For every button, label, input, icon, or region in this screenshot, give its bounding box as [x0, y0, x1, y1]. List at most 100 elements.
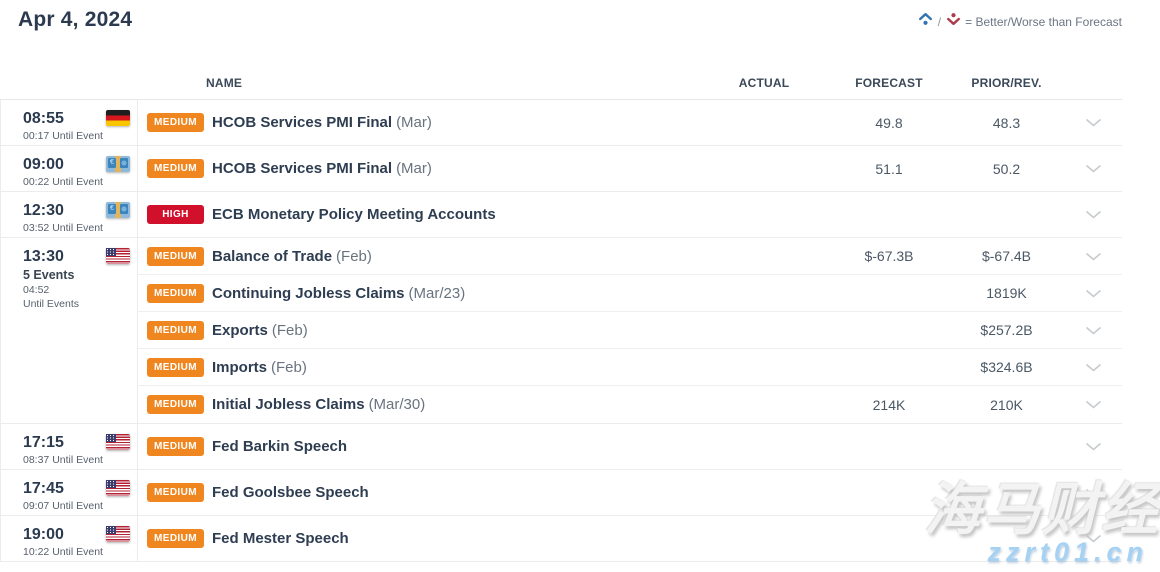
event-time: 17:45 [23, 480, 64, 497]
event-row-ecb-meeting-accounts[interactable]: HIGH ECB Monetary Policy Meeting Account… [138, 192, 1122, 237]
event-group-1745: 17:45 09:07 Until Event MEDIUM Fed Gools… [1, 470, 1122, 516]
expand-chevron-icon[interactable] [1064, 363, 1122, 372]
events-column: MEDIUM Fed Goolsbee Speech [138, 470, 1122, 515]
importance-badge: MEDIUM [147, 246, 204, 266]
event-time: 09:00 [23, 156, 64, 173]
events-column: MEDIUM Fed Mester Speech [138, 516, 1122, 561]
importance-badge: MEDIUM [147, 483, 204, 502]
event-group-0900: 09:00 00:22 Until Event MEDIUM HCOB Serv… [1, 146, 1122, 192]
event-row-hcob-services-pmi-ea[interactable]: MEDIUM HCOB Services PMI Final (Mar) 51.1… [138, 146, 1122, 191]
table-body: 08:55 00:17 Until Event MEDIUM HCOB Serv… [0, 100, 1122, 562]
event-period: (Mar/23) [408, 284, 466, 302]
column-header-name: NAME [206, 76, 243, 90]
forecast-value: 214K [872, 396, 906, 413]
event-time: 08:55 [23, 110, 64, 127]
event-group-1330: 13:30 5 Events 04:52 Until Events MEDIUM… [1, 238, 1122, 424]
legend-separator: / [937, 14, 942, 29]
event-row-fed-barkin-speech[interactable]: MEDIUM Fed Barkin Speech [138, 424, 1122, 469]
event-period: (Feb) [271, 321, 308, 339]
events-column: MEDIUM Balance of Trade (Feb) $-67.3B $-6… [138, 238, 1122, 423]
importance-badge: MEDIUM [147, 159, 204, 178]
expand-chevron-icon[interactable] [1064, 252, 1122, 261]
until-event-label: 08:37 Until Event [23, 454, 103, 466]
expand-chevron-icon[interactable] [1064, 289, 1122, 298]
event-group-1715: 17:15 08:37 Until Event MEDIUM Fed Barki… [1, 424, 1122, 470]
event-name: Imports (Feb) [212, 358, 307, 376]
time-cell: 17:15 08:37 Until Event [1, 424, 138, 469]
united-states-flag-icon [106, 248, 130, 264]
events-column: MEDIUM HCOB Services PMI Final (Mar) 51.1… [138, 146, 1122, 191]
event-row-imports[interactable]: MEDIUM Imports (Feb) $324.6B [138, 349, 1122, 386]
event-row-exports[interactable]: MEDIUM Exports (Feb) $257.2B [138, 312, 1122, 349]
event-name: HCOB Services PMI Final (Mar) [212, 160, 432, 177]
importance-badge: HIGH [147, 205, 204, 224]
expand-chevron-icon[interactable] [1064, 118, 1122, 127]
importance-badge: MEDIUM [147, 395, 204, 414]
event-time: 12:30 [23, 202, 64, 219]
importance-badge: MEDIUM [147, 357, 204, 377]
until-event-label: 09:07 Until Event [23, 500, 103, 512]
event-name: Fed Barkin Speech [212, 438, 348, 455]
event-name: ECB Monetary Policy Meeting Accounts [212, 206, 496, 223]
until-event-label: 00:17 Until Event [23, 130, 103, 142]
prior-value: $-67.4B [981, 248, 1032, 264]
column-header-prior: PRIOR/REV. [971, 76, 1042, 90]
until-event-label: 04:52 [23, 284, 50, 296]
event-period: (Mar/30) [368, 396, 426, 413]
importance-badge: MEDIUM [147, 320, 204, 340]
expand-chevron-icon[interactable] [1064, 442, 1122, 451]
euro-area-flag-icon [106, 156, 130, 172]
event-group-1230: 12:30 03:52 Until Event HIGH ECB Monetar… [1, 192, 1122, 238]
better-than-forecast-icon [918, 12, 933, 31]
united-states-flag-icon [106, 434, 130, 450]
events-column: HIGH ECB Monetary Policy Meeting Account… [138, 192, 1122, 237]
event-name: Fed Mester Speech [212, 530, 349, 547]
table-header-row: NAME ACTUAL FORECAST PRIOR/REV. [0, 62, 1122, 100]
time-cell: 17:45 09:07 Until Event [1, 470, 138, 515]
event-name: HCOB Services PMI Final (Mar) [212, 114, 432, 131]
euro-area-flag-icon [106, 202, 130, 218]
united-states-flag-icon [106, 526, 130, 542]
event-row-fed-mester-speech[interactable]: MEDIUM Fed Mester Speech [138, 516, 1122, 561]
events-count: 5 Events [23, 268, 75, 282]
germany-flag-icon [106, 110, 130, 126]
importance-badge: MEDIUM [147, 529, 204, 548]
until-event-label: 03:52 Until Event [23, 222, 103, 234]
event-row-hcob-services-pmi-de[interactable]: MEDIUM HCOB Services PMI Final (Mar) 49.8… [138, 100, 1122, 145]
event-row-initial-jobless-claims[interactable]: MEDIUM Initial Jobless Claims (Mar/30) 21… [138, 386, 1122, 423]
time-cell: 13:30 5 Events 04:52 Until Events [1, 238, 138, 423]
event-row-continuing-jobless-claims[interactable]: MEDIUM Continuing Jobless Claims (Mar/23)… [138, 275, 1122, 312]
until-event-label-2: Until Events [23, 298, 80, 310]
page-title: Apr 4, 2024 [18, 8, 133, 31]
importance-badge: MEDIUM [147, 437, 204, 456]
event-name: Balance of Trade (Feb) [212, 247, 372, 265]
topbar: Apr 4, 2024 / = Better/Worse than Foreca… [0, 0, 1160, 62]
expand-chevron-icon[interactable] [1064, 164, 1122, 173]
event-row-balance-of-trade[interactable]: MEDIUM Balance of Trade (Feb) $-67.3B $-6… [138, 238, 1122, 275]
importance-badge: MEDIUM [147, 113, 204, 132]
forecast-value: $-67.3B [864, 248, 914, 264]
prior-value: $257.2B [980, 322, 1033, 338]
event-period: (Mar) [396, 160, 432, 177]
expand-chevron-icon[interactable] [1064, 534, 1122, 543]
expand-chevron-icon[interactable] [1064, 488, 1122, 497]
time-cell: 19:00 10:22 Until Event [1, 516, 138, 561]
until-event-label: 10:22 Until Event [23, 546, 103, 558]
prior-value: $324.6B [980, 359, 1033, 375]
event-row-fed-goolsbee-speech[interactable]: MEDIUM Fed Goolsbee Speech [138, 470, 1122, 515]
expand-chevron-icon[interactable] [1064, 326, 1122, 335]
events-table: NAME ACTUAL FORECAST PRIOR/REV. 08:55 00… [0, 62, 1122, 562]
event-time: 19:00 [23, 526, 64, 543]
column-header-actual: ACTUAL [738, 76, 790, 90]
column-header-forecast: FORECAST [855, 76, 923, 90]
expand-chevron-icon[interactable] [1064, 210, 1122, 219]
event-name: Exports (Feb) [212, 321, 308, 339]
worse-than-forecast-icon [946, 12, 961, 31]
expand-chevron-icon[interactable] [1064, 400, 1122, 409]
prior-value: 50.2 [992, 160, 1021, 177]
united-states-flag-icon [106, 480, 130, 496]
events-column: MEDIUM HCOB Services PMI Final (Mar) 49.8… [138, 100, 1122, 145]
legend-text: = Better/Worse than Forecast [965, 14, 1122, 29]
importance-badge: MEDIUM [147, 283, 204, 303]
forecast-value: 51.1 [875, 160, 903, 177]
